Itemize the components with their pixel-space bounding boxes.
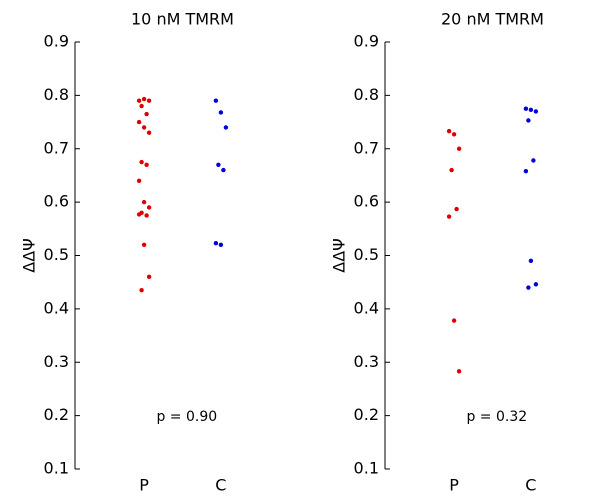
point	[216, 162, 221, 167]
chart-title: 20 nM TMRM	[441, 10, 544, 29]
point	[139, 103, 144, 109]
point	[136, 212, 142, 217]
point	[213, 98, 219, 103]
point	[136, 98, 142, 103]
point	[146, 205, 152, 210]
y-tick-label: 0.8	[354, 85, 379, 104]
point	[454, 206, 459, 212]
annotation: p = 0.90	[156, 409, 217, 425]
y-tick-label: 0.9	[354, 32, 379, 51]
point	[141, 199, 147, 205]
y-tick-label: 0.5	[354, 245, 379, 264]
y-axis-label: ΔΔΨ	[20, 238, 39, 272]
chart-title: 10 nM TMRM	[131, 10, 234, 29]
y-tick-label: 0.4	[44, 298, 69, 317]
y-tick-label: 0.6	[354, 192, 379, 211]
point	[218, 110, 224, 115]
point	[446, 128, 452, 134]
point	[526, 118, 531, 123]
y-tick-label: 0.9	[44, 32, 69, 51]
point	[213, 241, 219, 246]
y-tick-label: 0.2	[354, 405, 379, 424]
point	[533, 109, 539, 114]
point	[144, 111, 149, 117]
y-tick-label: 0.7	[354, 138, 379, 157]
x-tick-label: P	[449, 476, 459, 495]
point	[146, 98, 152, 103]
y-tick-label: 0.3	[354, 352, 379, 371]
point	[218, 242, 224, 248]
y-axis-label: ΔΔΨ	[330, 238, 349, 272]
x-tick-label: P	[139, 476, 149, 495]
point	[146, 274, 152, 280]
x-tick-label: C	[215, 476, 226, 495]
point	[136, 119, 142, 125]
point	[526, 285, 531, 290]
y-tick-label: 0.2	[44, 405, 69, 424]
y-tick-label: 0.4	[354, 298, 379, 317]
point	[141, 96, 147, 102]
point	[451, 318, 457, 323]
point	[456, 369, 462, 374]
y-tick-label: 0.3	[44, 352, 69, 371]
point	[141, 242, 147, 248]
point	[223, 125, 229, 130]
point	[528, 258, 534, 264]
y-tick-label: 0.7	[44, 138, 69, 157]
point	[451, 132, 457, 137]
y-tick-label: 0.1	[354, 459, 379, 478]
point	[446, 214, 452, 219]
point	[144, 162, 149, 167]
point	[139, 287, 144, 293]
y-tick-label: 0.6	[44, 192, 69, 211]
point	[528, 107, 534, 112]
y-tick-label: 0.5	[44, 245, 69, 264]
point	[146, 130, 152, 135]
point	[456, 146, 462, 151]
point	[533, 282, 539, 287]
point	[141, 125, 147, 130]
point	[139, 159, 144, 165]
point	[449, 167, 454, 173]
x-tick-label: C	[525, 476, 536, 495]
point	[144, 213, 149, 218]
point	[531, 158, 536, 163]
y-tick-label: 0.8	[44, 85, 69, 104]
point	[136, 178, 142, 183]
y-tick-label: 0.1	[44, 459, 69, 478]
annotation: p = 0.32	[466, 409, 527, 425]
point	[523, 168, 529, 174]
point	[523, 106, 529, 111]
point	[221, 167, 226, 173]
